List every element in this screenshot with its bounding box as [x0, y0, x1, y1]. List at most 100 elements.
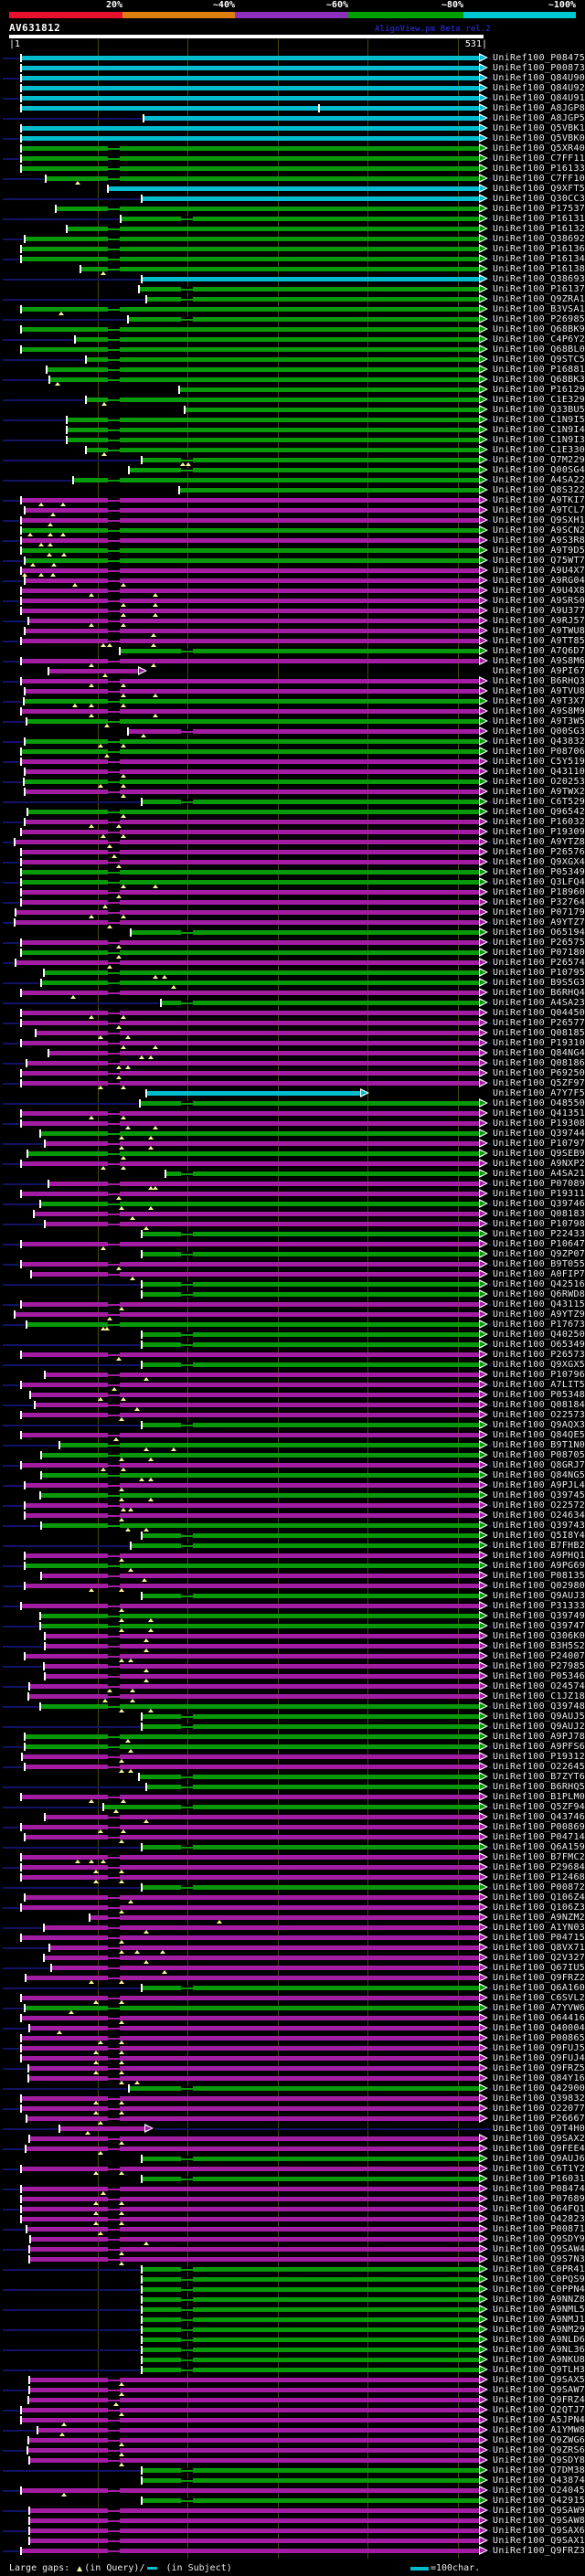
subject-label[interactable]: UniRef100_Q68BK3: [493, 375, 585, 385]
subject-label[interactable]: UniRef100_Q9ZRS6: [493, 2445, 585, 2455]
subject-label[interactable]: UniRef100_Q9SAW7: [493, 2385, 585, 2395]
alignment-bar[interactable]: [45, 1815, 480, 1819]
alignment-bar[interactable]: [21, 1081, 480, 1086]
alignment-bar[interactable]: [25, 1734, 480, 1739]
subject-label[interactable]: UniRef100_B6RHQ3: [493, 676, 585, 686]
alignment-bar[interactable]: [26, 1976, 480, 1980]
alignment-bar[interactable]: [29, 2388, 480, 2392]
alignment-bar[interactable]: [45, 1222, 480, 1226]
alignment-bar[interactable]: [21, 156, 480, 161]
subject-label[interactable]: UniRef100_A9NL36: [493, 2345, 585, 2355]
alignment-bar[interactable]: [21, 1011, 480, 1015]
subject-label[interactable]: UniRef100_Q84NG4: [493, 1048, 585, 1058]
subject-label[interactable]: UniRef100_A9NMJ1: [493, 2315, 585, 2325]
alignment-bar[interactable]: [21, 609, 480, 613]
alignment-bar[interactable]: [29, 2247, 480, 2252]
subject-label[interactable]: UniRef100_Q2QTJ7: [493, 2405, 585, 2415]
alignment-bar[interactable]: [28, 2398, 480, 2402]
subject-label[interactable]: UniRef100_P05346: [493, 1671, 585, 1681]
alignment-bar[interactable]: [25, 1895, 480, 1900]
subject-label[interactable]: UniRef100_Q9XFT5: [493, 184, 585, 194]
subject-label[interactable]: UniRef100_Q08185: [493, 1028, 585, 1038]
subject-label[interactable]: UniRef100_A8JGP8: [493, 103, 585, 113]
subject-label[interactable]: UniRef100_P07089: [493, 1179, 585, 1189]
subject-label[interactable]: UniRef100_B3H5S2: [493, 1641, 585, 1651]
alignment-bar[interactable]: [21, 2106, 480, 2111]
subject-label[interactable]: UniRef100_Q7DM38: [493, 2465, 585, 2475]
subject-label[interactable]: UniRef100_P16137: [493, 284, 585, 294]
alignment-bar[interactable]: [29, 2136, 480, 2141]
subject-label[interactable]: UniRef100_P19312: [493, 1752, 585, 1762]
alignment-bar[interactable]: [21, 568, 480, 573]
subject-label[interactable]: UniRef100_Q96542: [493, 807, 585, 817]
subject-label[interactable]: UniRef100_Q30CC3: [493, 194, 585, 204]
subject-label[interactable]: UniRef100_Q9AQX3: [493, 1420, 585, 1430]
alignment-bar[interactable]: [25, 578, 480, 583]
subject-label[interactable]: UniRef100_Q68BK9: [493, 324, 585, 334]
alignment-bar[interactable]: [142, 1885, 480, 1890]
subject-label[interactable]: UniRef100_A9NLD6: [493, 2335, 585, 2345]
alignment-bar[interactable]: [121, 217, 480, 221]
alignment-bar[interactable]: [161, 1001, 480, 1005]
subject-label[interactable]: UniRef100_A9S8M6: [493, 656, 585, 666]
alignment-bar[interactable]: [142, 2368, 480, 2372]
alignment-bar[interactable]: [27, 1061, 480, 1065]
alignment-bar[interactable]: [28, 2066, 480, 2071]
subject-label[interactable]: UniRef100_P16131: [493, 214, 585, 224]
alignment-bar[interactable]: [129, 2086, 480, 2091]
subject-label[interactable]: UniRef100_A7Y7F5: [493, 1088, 585, 1098]
subject-label[interactable]: UniRef100_P08474: [493, 2184, 585, 2194]
subject-label[interactable]: UniRef100_O22077: [493, 2104, 585, 2114]
alignment-bar[interactable]: [29, 2518, 480, 2523]
subject-label[interactable]: UniRef100_P26576: [493, 847, 585, 857]
alignment-bar[interactable]: [140, 1101, 480, 1106]
subject-label[interactable]: UniRef100_B6RHQ5: [493, 1782, 585, 1792]
alignment-bar[interactable]: [142, 1362, 480, 1367]
subject-label[interactable]: UniRef100_P10796: [493, 1370, 585, 1380]
alignment-bar[interactable]: [142, 2348, 480, 2352]
subject-label[interactable]: UniRef100_P16129: [493, 385, 585, 395]
subject-label[interactable]: UniRef100_Q106Z3: [493, 1903, 585, 1913]
subject-label[interactable]: UniRef100_Q7M229: [493, 455, 585, 465]
subject-label[interactable]: UniRef100_Q43832: [493, 737, 585, 747]
alignment-bar[interactable]: [59, 1443, 480, 1447]
subject-label[interactable]: UniRef100_Q00SG3: [493, 726, 585, 737]
alignment-bar[interactable]: [45, 1634, 480, 1638]
alignment-bar[interactable]: [21, 749, 480, 754]
alignment-bar[interactable]: [41, 981, 480, 985]
subject-label[interactable]: UniRef100_O64416: [493, 2013, 585, 2023]
alignment-bar[interactable]: [25, 1503, 480, 1508]
subject-label[interactable]: UniRef100_B6RHQ4: [493, 988, 585, 998]
alignment-bar[interactable]: [142, 1714, 480, 1719]
subject-label[interactable]: UniRef100_Q04450: [493, 1008, 585, 1018]
alignment-bar[interactable]: [103, 1805, 480, 1809]
alignment-bar[interactable]: [34, 1212, 480, 1216]
alignment-bar[interactable]: [21, 1383, 480, 1387]
alignment-bar[interactable]: [21, 1041, 480, 1045]
alignment-bar[interactable]: [56, 207, 480, 211]
subject-label[interactable]: UniRef100_Q5VBK0: [493, 133, 585, 143]
subject-label[interactable]: UniRef100_Q40250: [493, 1330, 585, 1340]
subject-label[interactable]: UniRef100_Q9SAX1: [493, 2536, 585, 2546]
alignment-bar[interactable]: [21, 991, 480, 995]
subject-label[interactable]: UniRef100_A7Q6D7: [493, 646, 585, 656]
subject-label[interactable]: UniRef100_B1PLM0: [493, 1792, 585, 1802]
subject-label[interactable]: UniRef100_P04715: [493, 1933, 585, 1943]
subject-label[interactable]: UniRef100_A9TKI7: [493, 495, 585, 505]
alignment-bar[interactable]: [179, 488, 480, 493]
alignment-bar[interactable]: [45, 1373, 480, 1377]
subject-label[interactable]: UniRef100_Q39744: [493, 1129, 585, 1139]
subject-label[interactable]: UniRef100_A4SA22: [493, 475, 585, 485]
subject-label[interactable]: UniRef100_C1N9I4: [493, 425, 585, 435]
alignment-bar[interactable]: [142, 2177, 480, 2181]
alignment-bar[interactable]: [21, 126, 480, 131]
subject-label[interactable]: UniRef100_Q39749: [493, 1611, 585, 1621]
alignment-bar[interactable]: [21, 2167, 480, 2171]
alignment-bar[interactable]: [21, 1905, 480, 1910]
alignment-bar[interactable]: [144, 116, 480, 121]
alignment-bar[interactable]: [30, 2237, 480, 2242]
alignment-bar[interactable]: [21, 1262, 480, 1267]
subject-label[interactable]: UniRef100_P31333: [493, 1601, 585, 1611]
subject-label[interactable]: UniRef100_Q84QE5: [493, 1430, 585, 1440]
subject-label[interactable]: UniRef100_A9U4X7: [493, 566, 585, 576]
